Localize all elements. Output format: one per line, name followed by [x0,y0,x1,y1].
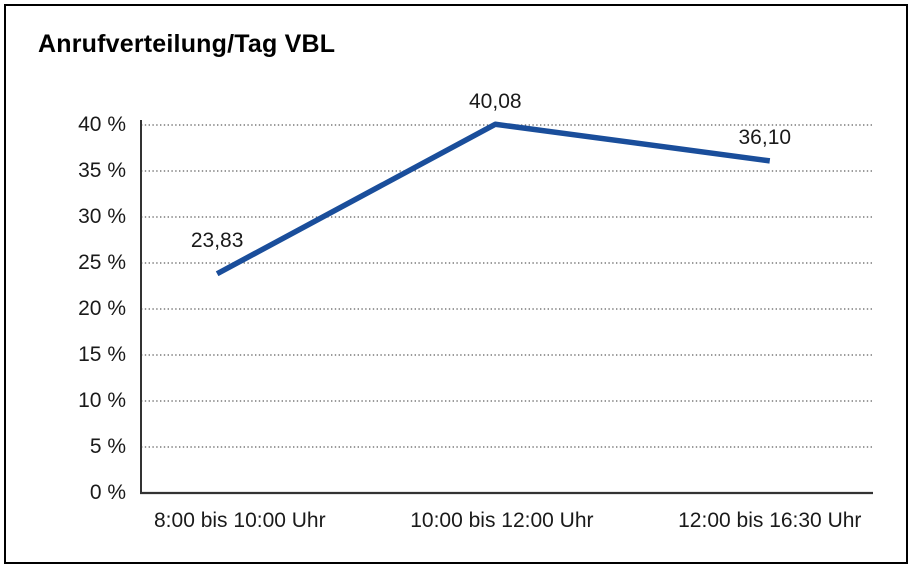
data-series-line [215,121,771,277]
chart-title: Anrufverteilung/Tag VBL [38,30,336,58]
chart-border-frame [4,4,908,564]
